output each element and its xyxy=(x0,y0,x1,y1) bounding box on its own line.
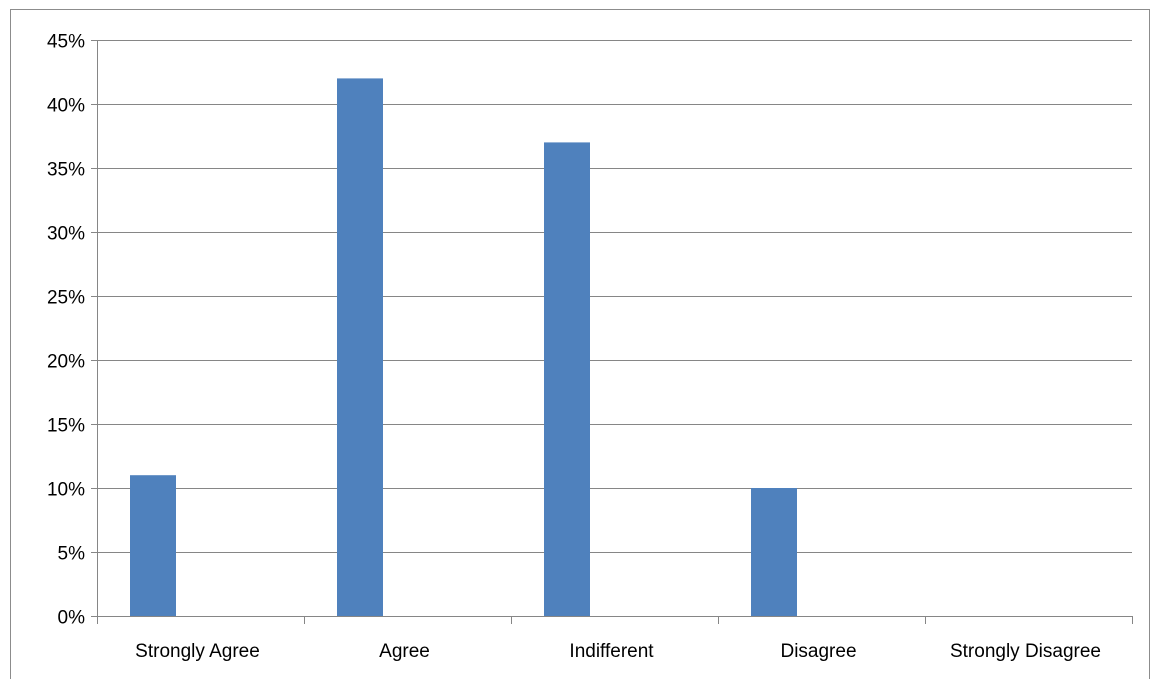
x-tick-label: Indifferent xyxy=(569,641,654,662)
x-tick-label: Strongly Disagree xyxy=(950,641,1101,662)
y-axis-tick-labels: 0% 5% 10% 15% 20% 25% 30% 35% 40% 45% xyxy=(47,32,85,629)
y-tick-label: 45% xyxy=(47,32,85,53)
chart-frame xyxy=(10,9,1150,679)
y-tick-label: 40% xyxy=(47,96,85,117)
x-tick-label: Strongly Agree xyxy=(135,641,260,662)
bars xyxy=(130,78,797,616)
y-tick-label: 35% xyxy=(47,160,85,181)
y-tick-label: 5% xyxy=(58,544,86,565)
bar-disagree xyxy=(751,488,797,616)
bar-strongly-agree xyxy=(130,475,176,616)
y-tick-label: 20% xyxy=(47,352,85,373)
x-tick-label: Agree xyxy=(379,641,430,662)
x-axis-tick-labels: Strongly Agree Agree Indifferent Disagree St… xyxy=(135,641,1101,662)
x-tick-label: Disagree xyxy=(780,641,856,662)
y-tick-label: 0% xyxy=(58,608,86,629)
axes xyxy=(91,40,1133,624)
y-tick-label: 15% xyxy=(47,416,85,437)
y-tick-label: 30% xyxy=(47,224,85,245)
bar-agree xyxy=(337,78,383,616)
gridlines xyxy=(97,40,1132,553)
y-tick-label: 25% xyxy=(47,288,85,309)
bar-indifferent xyxy=(544,142,590,616)
y-tick-label: 10% xyxy=(47,480,85,501)
